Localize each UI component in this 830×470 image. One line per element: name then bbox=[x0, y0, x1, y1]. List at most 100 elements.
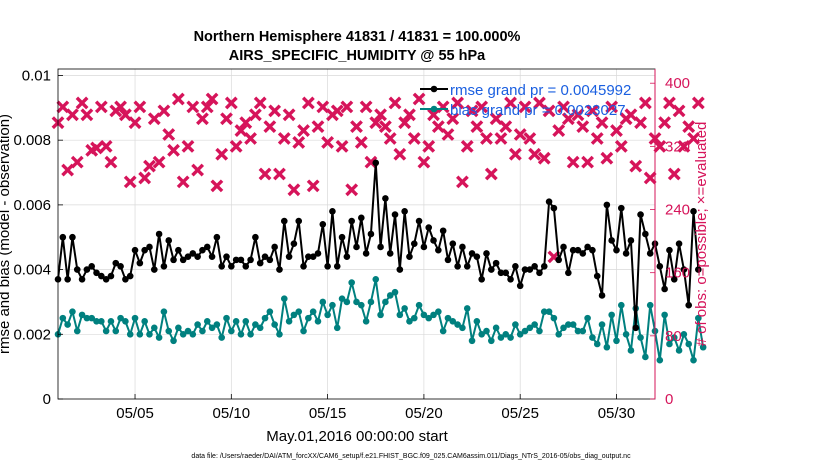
obs-marker bbox=[403, 108, 416, 122]
bias-marker bbox=[670, 334, 678, 341]
obs-marker bbox=[268, 104, 282, 118]
rmse-marker bbox=[627, 237, 635, 244]
bias-marker bbox=[680, 330, 688, 338]
rmse-marker bbox=[194, 253, 201, 260]
rmse-marker bbox=[126, 272, 134, 280]
bias-marker bbox=[675, 347, 683, 354]
bias-marker bbox=[497, 334, 505, 341]
rmse-marker bbox=[261, 253, 269, 260]
obs-marker bbox=[335, 139, 349, 153]
y-tick-label-left: 0 bbox=[43, 391, 51, 408]
obs-marker bbox=[229, 139, 243, 153]
x-tick-label: 05/15 bbox=[309, 405, 347, 422]
rmse-marker bbox=[632, 324, 640, 332]
obs-marker bbox=[374, 108, 387, 122]
rmse-marker bbox=[88, 263, 96, 270]
obs-marker bbox=[663, 96, 676, 110]
bias-marker bbox=[199, 327, 206, 335]
rmse-marker bbox=[560, 243, 567, 251]
bias-marker bbox=[136, 330, 144, 338]
rmse-marker bbox=[454, 263, 461, 270]
obs-marker bbox=[186, 100, 200, 114]
obs-marker bbox=[253, 96, 267, 110]
rmse-marker bbox=[285, 253, 293, 260]
bias-marker bbox=[271, 321, 278, 328]
obs-marker bbox=[643, 171, 657, 185]
rmse-marker bbox=[362, 250, 370, 257]
rmse-marker bbox=[305, 253, 312, 260]
rmse-marker bbox=[252, 233, 259, 241]
y-tick-label-right: 80 bbox=[665, 328, 682, 345]
x-axis-label: May.01,2016 00:00:00 start bbox=[266, 428, 448, 445]
rmse-marker bbox=[540, 263, 548, 270]
bias-marker bbox=[637, 334, 644, 341]
obs-marker bbox=[128, 116, 142, 130]
rmse-marker bbox=[468, 250, 476, 257]
obs-marker bbox=[176, 175, 190, 189]
bias-marker bbox=[391, 288, 399, 296]
bias-marker bbox=[646, 301, 654, 309]
bias-marker bbox=[584, 314, 591, 322]
bias-marker bbox=[256, 324, 264, 332]
obs-marker bbox=[248, 108, 262, 122]
bias-marker bbox=[261, 314, 269, 322]
bias-marker bbox=[468, 337, 476, 345]
obs-marker bbox=[369, 116, 383, 130]
obs-marker bbox=[56, 100, 70, 114]
rmse-marker bbox=[343, 253, 351, 260]
bias-marker bbox=[73, 327, 81, 335]
bias-marker bbox=[247, 330, 254, 338]
rmse-marker bbox=[670, 275, 678, 283]
x-tick-label: 05/10 bbox=[213, 405, 251, 422]
rmse-marker bbox=[574, 246, 582, 254]
bias-marker bbox=[410, 314, 418, 322]
bias-marker bbox=[507, 334, 514, 341]
rmse-marker bbox=[348, 217, 355, 225]
bias-marker bbox=[526, 324, 534, 332]
series-layer bbox=[51, 92, 707, 364]
rmse-marker bbox=[680, 266, 688, 273]
rmse-marker bbox=[492, 259, 500, 267]
rmse-marker bbox=[319, 220, 327, 228]
rmse-marker bbox=[78, 275, 86, 283]
y-tick-label-right: 240 bbox=[665, 202, 690, 219]
bias-marker bbox=[78, 311, 86, 319]
bias-marker bbox=[622, 330, 630, 338]
y-tick-label-left: 0.01 bbox=[22, 67, 51, 84]
obs-marker bbox=[350, 120, 363, 134]
rmse-marker bbox=[93, 269, 100, 277]
obs-marker bbox=[528, 147, 542, 161]
rmse-marker bbox=[184, 253, 192, 260]
bias-marker bbox=[463, 305, 471, 312]
rmse-marker bbox=[59, 233, 67, 241]
rmse-marker bbox=[569, 246, 577, 254]
obs-marker bbox=[273, 167, 286, 181]
bias-marker bbox=[64, 321, 71, 328]
rmse-marker bbox=[565, 269, 572, 277]
rmse-marker bbox=[223, 253, 230, 260]
bias-marker bbox=[165, 327, 173, 335]
obs-marker bbox=[263, 120, 277, 134]
bias-marker bbox=[425, 314, 433, 322]
bias-marker bbox=[218, 334, 225, 341]
x-tick-label: 05/20 bbox=[405, 405, 443, 422]
obs-marker bbox=[412, 92, 426, 106]
obs-marker bbox=[658, 116, 672, 130]
obs-marker bbox=[600, 151, 614, 165]
obs-marker bbox=[354, 136, 368, 149]
footnote-data-file: data file: /Users/raeder/DAI/ATM_forcXX/… bbox=[191, 453, 631, 460]
y-tick-label-right: 0 bbox=[665, 391, 673, 408]
rmse-marker bbox=[203, 243, 211, 251]
bias-marker bbox=[377, 311, 384, 319]
obs-marker bbox=[687, 132, 700, 145]
bias-marker bbox=[560, 324, 567, 332]
rmse-marker bbox=[160, 263, 168, 270]
obs-marker bbox=[301, 96, 315, 110]
obs-marker bbox=[484, 167, 498, 181]
rmse-marker bbox=[314, 250, 322, 257]
obs-marker bbox=[576, 120, 590, 134]
rmse-marker bbox=[367, 230, 375, 238]
bias-marker bbox=[358, 301, 365, 309]
obs-marker bbox=[480, 132, 493, 145]
bias-marker bbox=[362, 318, 370, 325]
